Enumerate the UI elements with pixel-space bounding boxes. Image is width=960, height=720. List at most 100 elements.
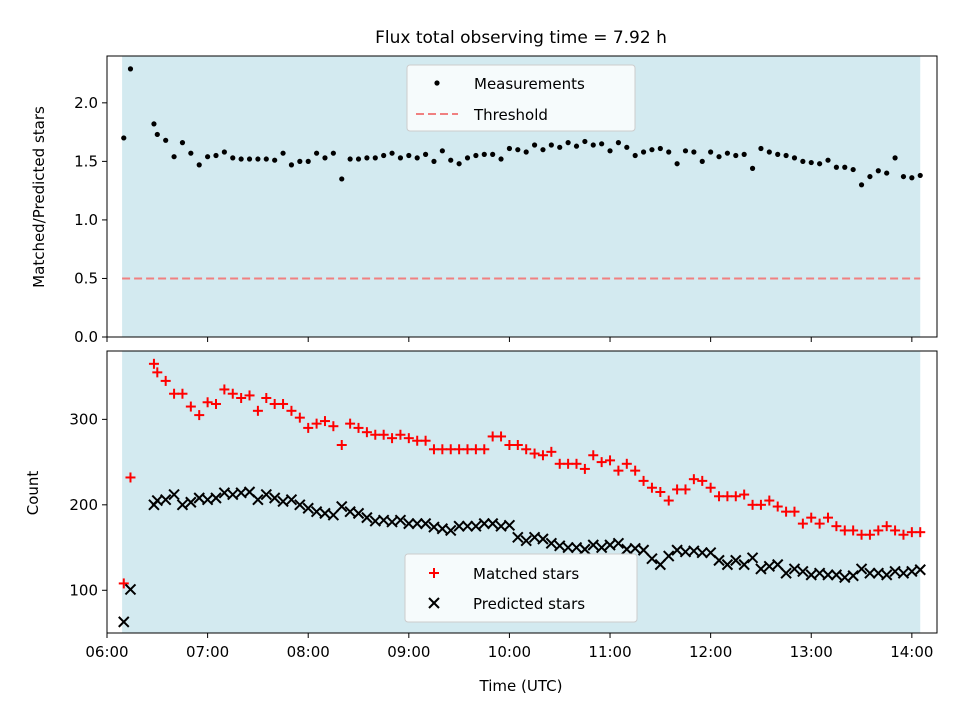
- bottom-legend: Matched stars Predicted stars: [404, 553, 638, 623]
- predicted-star-point: [721, 558, 734, 571]
- predicted-star-point: [746, 552, 759, 564]
- measurement-point: [833, 164, 839, 170]
- matched-star-point: [177, 388, 188, 399]
- matched-star-point: [672, 484, 683, 495]
- matched-star-point: [403, 433, 414, 444]
- predicted-star-point: [562, 541, 574, 554]
- measurement-point: [179, 140, 186, 146]
- predicted-star-stroke-b: [679, 546, 692, 558]
- measurement-point: [548, 142, 554, 148]
- measurement-point: [817, 161, 823, 167]
- matched-star-point: [529, 448, 540, 459]
- matched-star-point: [881, 521, 892, 532]
- top-plot-frame: [106, 55, 938, 338]
- matched-star-point: [537, 450, 548, 461]
- predicted-star-point: [124, 583, 137, 596]
- predicted-star-point: [537, 533, 549, 545]
- measurement-point: [431, 158, 437, 164]
- measurement-point: [481, 151, 487, 157]
- matched-star-point: [445, 444, 456, 455]
- predicted-star-point: [185, 496, 197, 508]
- top-legend: Measurements Threshold: [406, 64, 636, 132]
- predicted-star-point: [654, 558, 667, 571]
- predicted-star-stroke-b: [839, 571, 851, 584]
- measurement-point: [397, 155, 404, 161]
- predicted-star-point: [445, 524, 457, 537]
- predicted-star-point: [688, 545, 700, 557]
- predicted-star-point: [763, 560, 776, 573]
- measurement-point: [151, 121, 157, 127]
- bottom-x-tick-label: 07:00: [186, 643, 229, 661]
- predicted-star-stroke-b: [336, 500, 348, 513]
- predicted-star-point: [797, 565, 809, 578]
- predicted-star-point: [629, 542, 641, 555]
- predicted-star-point: [579, 543, 591, 555]
- matched-star-point: [521, 444, 532, 455]
- matched-star-point: [160, 375, 171, 386]
- matched-star-point: [831, 521, 842, 532]
- predicted-star-stroke-b: [344, 505, 356, 518]
- predicted-star-point: [118, 616, 130, 628]
- bottom-x-axis-label: Time (UTC): [479, 677, 563, 695]
- predicted-star-stroke-b: [654, 558, 667, 571]
- measurement-point: [640, 149, 647, 155]
- matched-star-point: [319, 416, 330, 427]
- measurement-point: [599, 141, 605, 147]
- predicted-star-stroke-b: [436, 523, 449, 535]
- predicted-star-stroke-b: [897, 567, 910, 579]
- matched-star-point: [169, 388, 180, 399]
- predicted-star-stroke-b: [637, 544, 650, 556]
- legend-matched-marker: [429, 568, 439, 578]
- predicted-star-stroke-b: [419, 517, 432, 530]
- predicted-star-point: [830, 569, 843, 581]
- predicted-star-stroke-b: [218, 487, 231, 499]
- matched-star-point: [755, 499, 766, 510]
- measurement-point: [389, 150, 395, 156]
- predicted-star-stroke-b: [168, 488, 180, 501]
- top-y-tick-label: 1.5: [74, 152, 98, 170]
- predicted-star-point: [755, 563, 767, 575]
- measurement-point: [858, 182, 865, 188]
- measurement-point: [758, 145, 764, 152]
- predicted-star-point: [268, 492, 281, 504]
- measurement-point: [624, 144, 630, 150]
- predicted-star-stroke-b: [738, 558, 750, 571]
- predicted-star-stroke-b: [369, 515, 381, 527]
- matched-star-point: [546, 446, 557, 457]
- bottom-y-tick-label: 300: [69, 410, 98, 428]
- predicted-star-stroke-b: [118, 616, 130, 628]
- matched-star-point: [194, 410, 205, 421]
- predicted-star-point: [461, 520, 474, 532]
- predicted-star-stroke-b: [663, 550, 675, 562]
- matched-star-point: [504, 440, 515, 450]
- predicted-star-stroke-b: [788, 563, 801, 575]
- measurement-point: [775, 151, 781, 157]
- measurement-point: [800, 158, 806, 164]
- measurement-point: [196, 162, 202, 168]
- matched-star-point: [747, 499, 758, 510]
- bottom-x-tick-label: 10:00: [488, 643, 531, 661]
- measurement-point: [657, 145, 663, 152]
- predicted-star-point: [604, 539, 616, 551]
- predicted-star-point: [730, 554, 742, 567]
- predicted-star-stroke-b: [604, 539, 616, 551]
- measurement-point: [506, 145, 513, 152]
- matched-star-point: [345, 418, 356, 429]
- matched-star-point: [420, 435, 431, 446]
- predicted-star-point: [294, 499, 306, 511]
- measurement-point: [716, 154, 722, 160]
- measurement-point: [699, 158, 705, 164]
- predicted-star-point: [302, 502, 314, 514]
- measurement-points: [121, 66, 923, 188]
- measurement-point: [322, 155, 328, 161]
- measurement-point: [347, 156, 353, 162]
- matched-star-point: [152, 367, 163, 378]
- matched-star-point: [202, 397, 213, 408]
- predicted-star-stroke-b: [461, 520, 474, 532]
- predicted-star-stroke-b: [520, 535, 532, 547]
- predicted-star-stroke-b: [671, 544, 683, 556]
- measurement-point: [515, 147, 521, 153]
- matched-star-point: [361, 427, 372, 438]
- matched-star-point: [864, 529, 875, 540]
- matched-star-point: [890, 525, 901, 536]
